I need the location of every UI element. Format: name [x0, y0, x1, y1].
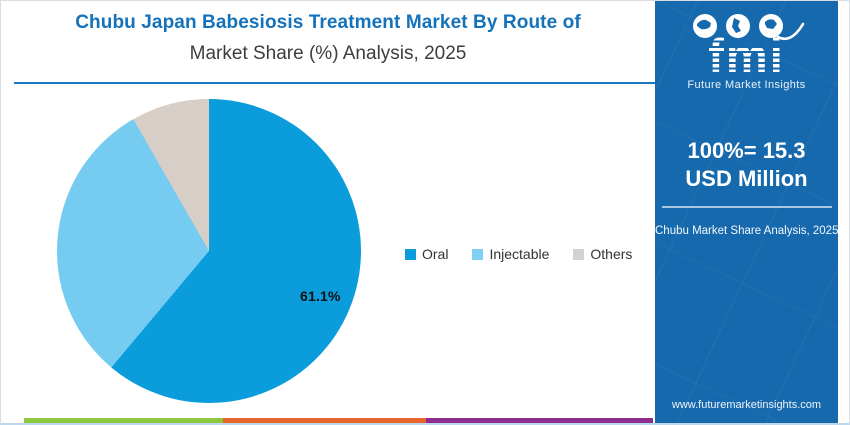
footer-bar-green — [24, 418, 223, 423]
fmi-logo-tagline: Future Market Insights — [687, 79, 806, 91]
legend-item-oral: Oral — [405, 246, 448, 262]
header-divider — [14, 82, 655, 84]
legend-swatch-others — [573, 248, 585, 260]
brand-sidebar: fmi Future Market Insights 100%= 15.3 US… — [655, 1, 838, 423]
legend-label: Oral — [422, 246, 449, 262]
footer-bar-purple — [425, 418, 653, 423]
chart-area: Chubu Japan Babesiosis Treatment Market … — [1, 1, 655, 423]
legend-item-injectable: Injectable — [472, 246, 549, 262]
page-subtitle: Market Share (%) Analysis, 2025 — [189, 43, 467, 64]
footer-bar-orange — [222, 418, 426, 423]
fmi-logo-text: fmi — [708, 29, 785, 82]
footer-color-bar — [24, 418, 653, 423]
chart-legend: Oral Injectable Others — [405, 246, 632, 262]
market-size-metric: 100%= 15.3 USD Million — [685, 138, 808, 191]
globe-icon — [725, 14, 750, 38]
page-title: Chubu Japan Babesiosis Treatment Market … — [75, 12, 581, 33]
legend-swatch-oral — [405, 248, 416, 260]
legend-label: Injectable — [489, 246, 550, 262]
legend-label: Others — [590, 246, 633, 262]
pie-chart — [57, 99, 361, 403]
fmi-logo: fmi Future Market Insights — [655, 1, 838, 91]
website-url: www.futuremarketinsights.com — [671, 399, 822, 411]
sidebar-divider — [661, 206, 832, 208]
legend-item-others: Others — [573, 246, 632, 262]
globe-icon — [692, 14, 717, 38]
legend-swatch-injectable — [472, 248, 484, 260]
sidebar-caption: Chubu Market Share Analysis, 2025 — [655, 225, 839, 237]
globe-icon — [758, 14, 783, 38]
chart-header: Chubu Japan Babesiosis Treatment Market … — [1, 1, 655, 65]
pie-slice-label: 61.1% — [300, 288, 341, 304]
